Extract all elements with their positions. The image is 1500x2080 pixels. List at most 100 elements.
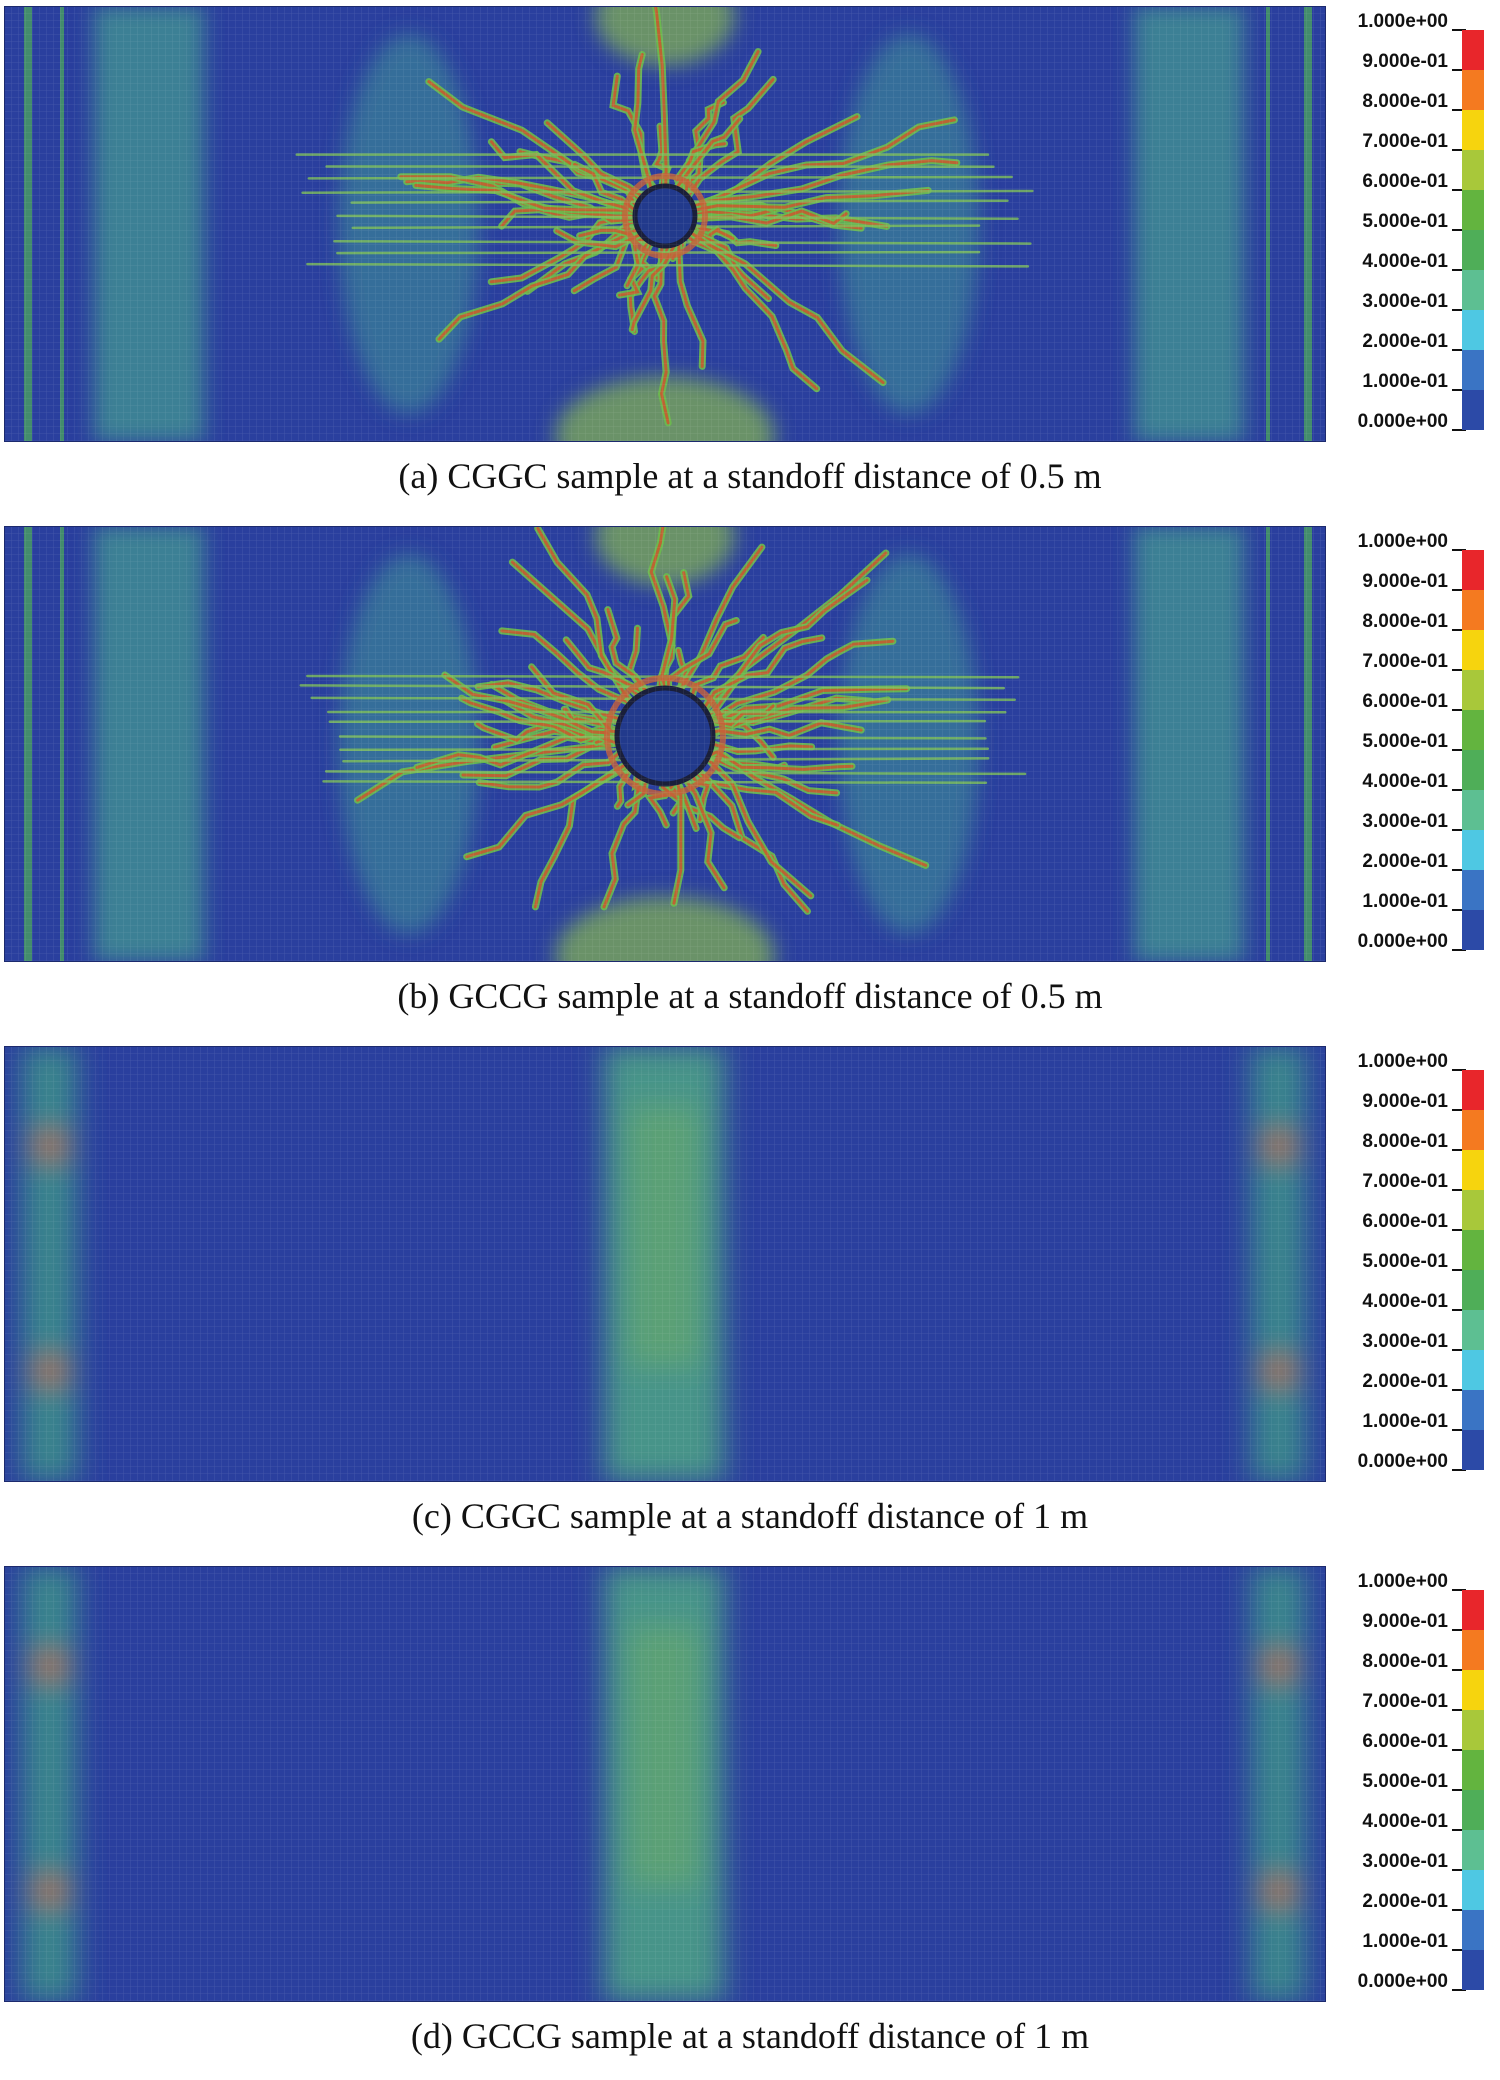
scale-color-swatch	[1462, 710, 1484, 750]
scale-tick-label: 1.000e+00	[1358, 532, 1448, 551]
scale-tick-label: 9.000e-01	[1362, 1092, 1448, 1111]
scale-tick-label: 9.000e-01	[1362, 52, 1448, 71]
scale-color-swatch	[1462, 630, 1484, 670]
scale-color-swatch	[1462, 70, 1484, 110]
scale-color-swatch	[1462, 550, 1484, 590]
scale-color-swatch	[1462, 190, 1484, 230]
scale-tick-label: 5.000e-01	[1362, 212, 1448, 231]
scale-color-swatch	[1462, 1150, 1484, 1190]
scale-color-swatch	[1462, 590, 1484, 630]
scale-tick-label: 6.000e-01	[1362, 172, 1448, 191]
scale-tick-label: 7.000e-01	[1362, 1172, 1448, 1191]
scale-tick-label: 0.000e+00	[1358, 1452, 1448, 1471]
scale-tick-label: 1.000e+00	[1358, 1572, 1448, 1591]
scale-color-swatch	[1462, 1910, 1484, 1950]
contour-svg	[4, 1046, 1326, 1482]
scale-tick-label: 2.000e-01	[1362, 332, 1448, 351]
scale-color-swatch	[1462, 230, 1484, 270]
panel-b: 1.000e+00 9.000e-01 8.000e-01 7.000e-01 6.00…	[0, 520, 1500, 1040]
scale-color-swatch	[1462, 1190, 1484, 1230]
scale-tick-label: 9.000e-01	[1362, 572, 1448, 591]
scale-color-swatch	[1462, 390, 1484, 430]
panel-d: 1.000e+00 9.000e-01 8.000e-01 7.000e-01 6.00…	[0, 1560, 1500, 2080]
panel-a: 1.000e+00 9.000e-01 8.000e-01 7.000e-01 6.00…	[0, 0, 1500, 520]
scale-tick-label: 6.000e-01	[1362, 1732, 1448, 1751]
scale-tick-label: 1.000e-01	[1362, 1412, 1448, 1431]
scale-color-swatch	[1462, 1350, 1484, 1390]
color-scale-legend: 1.000e+00 9.000e-01 8.000e-01 7.000e-01 6.00…	[1330, 524, 1500, 964]
scale-tick-label: 1.000e+00	[1358, 1052, 1448, 1071]
scale-tick-label: 4.000e-01	[1362, 252, 1448, 271]
scale-color-swatch	[1462, 1710, 1484, 1750]
color-scale-legend: 1.000e+00 9.000e-01 8.000e-01 7.000e-01 6.00…	[1330, 1044, 1500, 1484]
color-scale-legend: 1.000e+00 9.000e-01 8.000e-01 7.000e-01 6.00…	[1330, 4, 1500, 444]
scale-tick-label: 8.000e-01	[1362, 1652, 1448, 1671]
damage-contour-plot	[4, 526, 1326, 962]
scale-tick-label: 9.000e-01	[1362, 1612, 1448, 1631]
panel-caption: (a) CGGC sample at a standoff distance o…	[0, 455, 1500, 497]
scale-tick-label: 3.000e-01	[1362, 1852, 1448, 1871]
scale-tick-label: 2.000e-01	[1362, 852, 1448, 871]
panel-caption: (d) GCCG sample at a standoff distance o…	[0, 2015, 1500, 2057]
scale-tick-label: 6.000e-01	[1362, 1212, 1448, 1231]
damage-contour-plot	[4, 6, 1326, 442]
contour-svg	[4, 6, 1326, 442]
scale-color-swatch	[1462, 1790, 1484, 1830]
contour-svg	[4, 1566, 1326, 2002]
scale-tick-label: 7.000e-01	[1362, 132, 1448, 151]
scale-tick-label: 1.000e-01	[1362, 1932, 1448, 1951]
scale-color-swatch	[1462, 310, 1484, 350]
scale-color-swatch	[1462, 670, 1484, 710]
scale-color-swatch	[1462, 790, 1484, 830]
scale-color-swatch	[1462, 1590, 1484, 1630]
scale-color-swatch	[1462, 1870, 1484, 1910]
scale-color-swatch	[1462, 1270, 1484, 1310]
color-scale-legend: 1.000e+00 9.000e-01 8.000e-01 7.000e-01 6.00…	[1330, 1564, 1500, 2004]
scale-color-swatch	[1462, 150, 1484, 190]
damage-contour-plot	[4, 1046, 1326, 1482]
panel-caption: (c) CGGC sample at a standoff distance o…	[0, 1495, 1500, 1537]
scale-color-swatch	[1462, 350, 1484, 390]
scale-tick-label: 7.000e-01	[1362, 1692, 1448, 1711]
scale-color-swatch	[1462, 1230, 1484, 1270]
scale-color-swatch	[1462, 1950, 1484, 1990]
scale-tick-label: 8.000e-01	[1362, 1132, 1448, 1151]
scale-color-swatch	[1462, 1830, 1484, 1870]
scale-tick-label: 4.000e-01	[1362, 1292, 1448, 1311]
scale-tick-label: 3.000e-01	[1362, 812, 1448, 831]
scale-tick-label: 4.000e-01	[1362, 772, 1448, 791]
scale-color-swatch	[1462, 1110, 1484, 1150]
scale-tick-label: 0.000e+00	[1358, 932, 1448, 951]
scale-tick-label: 2.000e-01	[1362, 1372, 1448, 1391]
scale-color-swatch	[1462, 30, 1484, 70]
scale-tick-label: 0.000e+00	[1358, 412, 1448, 431]
scale-tick-label: 1.000e-01	[1362, 372, 1448, 391]
scale-tick-label: 2.000e-01	[1362, 1892, 1448, 1911]
scale-tick-label: 4.000e-01	[1362, 1812, 1448, 1831]
scale-color-swatch	[1462, 270, 1484, 310]
contour-svg	[4, 526, 1326, 962]
scale-color-swatch	[1462, 1750, 1484, 1790]
scale-tick-label: 5.000e-01	[1362, 732, 1448, 751]
panel-caption: (b) GCCG sample at a standoff distance o…	[0, 975, 1500, 1017]
scale-tick-label: 3.000e-01	[1362, 1332, 1448, 1351]
scale-color-swatch	[1462, 1310, 1484, 1350]
scale-color-swatch	[1462, 830, 1484, 870]
scale-color-swatch	[1462, 1430, 1484, 1470]
scale-color-swatch	[1462, 870, 1484, 910]
panel-c: 1.000e+00 9.000e-01 8.000e-01 7.000e-01 6.00…	[0, 1040, 1500, 1560]
scale-tick-label: 8.000e-01	[1362, 92, 1448, 111]
scale-color-swatch	[1462, 1630, 1484, 1670]
scale-color-swatch	[1462, 910, 1484, 950]
scale-tick-label: 6.000e-01	[1362, 692, 1448, 711]
scale-tick-label: 1.000e-01	[1362, 892, 1448, 911]
scale-tick-label: 7.000e-01	[1362, 652, 1448, 671]
scale-color-swatch	[1462, 750, 1484, 790]
scale-tick-label: 5.000e-01	[1362, 1252, 1448, 1271]
scale-tick-label: 8.000e-01	[1362, 612, 1448, 631]
scale-tick-label: 5.000e-01	[1362, 1772, 1448, 1791]
scale-tick-label: 3.000e-01	[1362, 292, 1448, 311]
scale-tick-label: 0.000e+00	[1358, 1972, 1448, 1991]
scale-tick-label: 1.000e+00	[1358, 12, 1448, 31]
scale-color-swatch	[1462, 110, 1484, 150]
